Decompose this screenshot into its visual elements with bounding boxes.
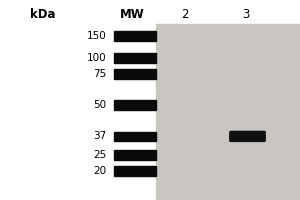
Bar [114,150,156,160]
Text: 75: 75 [93,69,106,79]
Text: 150: 150 [87,31,106,41]
Text: 25: 25 [93,150,106,160]
Text: 20: 20 [93,166,106,176]
Text: 100: 100 [87,53,106,63]
Text: 37: 37 [93,131,106,141]
Text: 2: 2 [181,7,188,21]
Bar [114,166,156,176]
Bar [114,31,156,41]
Text: 3: 3 [242,7,250,21]
Text: MW: MW [120,7,145,21]
Bar [114,100,156,110]
Bar [114,53,156,63]
Bar [114,69,156,79]
Text: kDa: kDa [30,7,56,21]
Text: 50: 50 [93,100,106,110]
Bar [114,132,156,141]
FancyBboxPatch shape [230,131,265,141]
Bar [156,24,300,200]
